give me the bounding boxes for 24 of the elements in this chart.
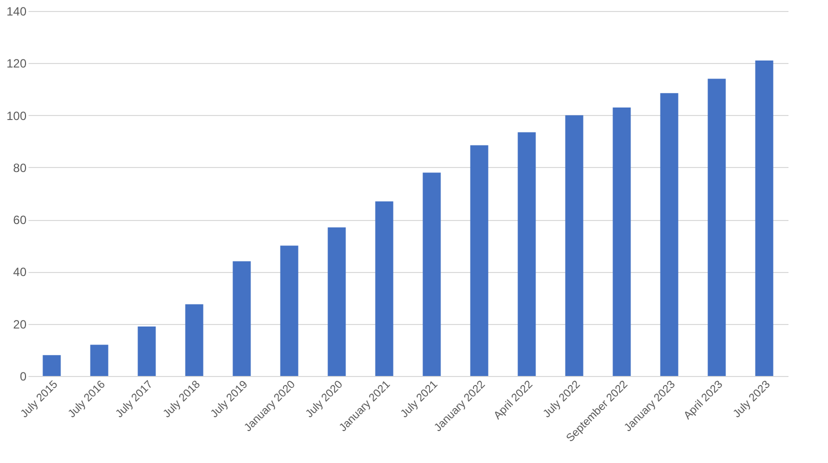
bar	[470, 145, 488, 376]
bar	[42, 355, 61, 376]
bar	[565, 115, 584, 376]
bar	[518, 132, 536, 376]
bar	[375, 201, 394, 376]
bar	[90, 344, 108, 376]
bar	[185, 304, 204, 376]
bar	[660, 93, 678, 376]
y-tick-label: 0	[20, 370, 27, 384]
y-tick-label: 20	[13, 317, 27, 332]
bar	[328, 227, 346, 376]
bar	[422, 172, 441, 376]
bar	[755, 60, 774, 376]
y-tick-label: 100	[6, 108, 27, 123]
y-tick-label: 60	[13, 213, 27, 228]
y-tick-label: 140	[6, 4, 27, 18]
bar	[138, 326, 156, 376]
bar	[612, 107, 631, 376]
bar	[708, 78, 726, 376]
bar	[232, 261, 251, 376]
y-tick-label: 80	[13, 160, 27, 175]
bar	[280, 246, 298, 376]
y-tick-label: 120	[6, 56, 27, 71]
y-tick-label: 40	[13, 265, 27, 280]
